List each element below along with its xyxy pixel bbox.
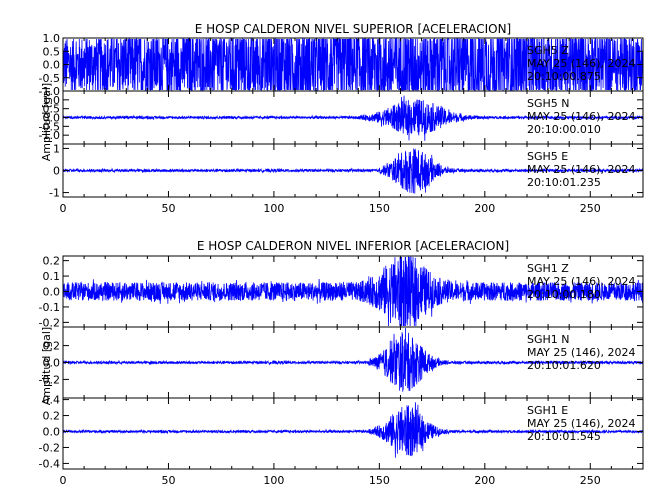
station-label: SGH5 E: [527, 150, 568, 163]
y-tick-label: 0.4: [43, 394, 61, 407]
y-tick-label: -0.2: [39, 441, 60, 454]
y-tick-label: -0.2: [39, 373, 60, 386]
station-label: SGH1 N: [527, 333, 570, 346]
waveform-trace: [62, 95, 644, 141]
waveform-trace: [62, 327, 644, 392]
y-tick-label: -0.5: [39, 72, 60, 85]
date-label: MAY 25 (146), 2024: [527, 163, 635, 176]
time-label: 20:10:00.875: [527, 70, 601, 83]
station-label: SGH1 E: [527, 404, 568, 417]
y-tick-label: 0.2: [43, 255, 61, 268]
y-tick-label: -0.4: [39, 457, 60, 470]
y-axis-label: Amplitud [gal]: [40, 327, 53, 405]
y-tick-label: 0.0: [43, 426, 61, 439]
x-tick-label: 50: [161, 202, 175, 215]
x-tick-label: 100: [263, 202, 284, 215]
station-label: SGH1 Z: [527, 262, 569, 275]
waveform-trace: [62, 256, 644, 327]
date-label: MAY 25 (146), 2024: [527, 275, 635, 288]
date-label: MAY 25 (146), 2024: [527, 57, 635, 70]
x-tick-label: 100: [263, 474, 284, 487]
y-tick-label: 0.0: [43, 286, 61, 299]
x-tick-label: 50: [161, 474, 175, 487]
date-label: MAY 25 (146), 2024: [527, 417, 635, 430]
time-label: 20:10:01.620: [527, 359, 601, 372]
time-label: 20:10:00.180: [527, 288, 601, 301]
time-label: 20:10:00.010: [527, 123, 601, 136]
y-tick-label: -1.0: [39, 85, 60, 98]
y-tick-label: -1: [49, 187, 60, 200]
y-axis-label: Amplitud [gal]: [40, 83, 53, 161]
y-tick-label: 0.2: [43, 340, 61, 353]
y-tick-label: -0.5: [39, 120, 60, 133]
y-tick-label: 0.0: [43, 357, 61, 370]
x-tick-label: 250: [580, 202, 601, 215]
chart-superior: E HOSP CALDERON NIVEL SUPERIOR [ACELERAC…: [39, 22, 644, 215]
station-label: SGH5 Z: [527, 44, 569, 57]
chart-inferior: E HOSP CALDERON NIVEL INFERIOR [ACELERAC…: [39, 239, 644, 487]
time-label: 20:10:01.545: [527, 430, 601, 443]
y-tick-label: -1.0: [39, 129, 60, 142]
y-tick-label: 1: [53, 142, 60, 155]
x-tick-label: 150: [369, 202, 390, 215]
y-tick-label: -0.1: [39, 301, 60, 314]
y-tick-label: 0: [53, 165, 60, 178]
date-label: MAY 25 (146), 2024: [527, 346, 635, 359]
y-tick-label: 0.0: [43, 112, 61, 125]
station-label: SGH5 N: [527, 97, 570, 110]
date-label: MAY 25 (146), 2024: [527, 110, 635, 123]
y-tick-label: 1.0: [43, 32, 61, 45]
chart-title: E HOSP CALDERON NIVEL SUPERIOR [ACELERAC…: [195, 22, 511, 36]
y-tick-label: 1.0: [43, 94, 61, 107]
y-tick-label: -0.2: [39, 316, 60, 329]
waveform-trace: [62, 148, 644, 194]
x-tick-label: 250: [580, 474, 601, 487]
waveform-trace: [62, 37, 644, 92]
waveform-trace: [62, 402, 644, 458]
y-tick-label: 0.5: [43, 45, 61, 58]
time-label: 20:10:01.235: [527, 176, 601, 189]
chart-title: E HOSP CALDERON NIVEL INFERIOR [ACELERAC…: [197, 239, 509, 253]
x-tick-label: 200: [474, 474, 495, 487]
x-tick-label: 150: [369, 474, 390, 487]
x-tick-label: 200: [474, 202, 495, 215]
y-tick-label: 0.1: [43, 270, 61, 283]
x-tick-label: 0: [60, 202, 67, 215]
y-tick-label: 0.0: [43, 59, 61, 72]
panel-frame: [62, 397, 644, 470]
y-tick-label: 0.2: [43, 410, 61, 423]
y-tick-label: 0.5: [43, 103, 61, 116]
x-tick-label: 0: [60, 474, 67, 487]
